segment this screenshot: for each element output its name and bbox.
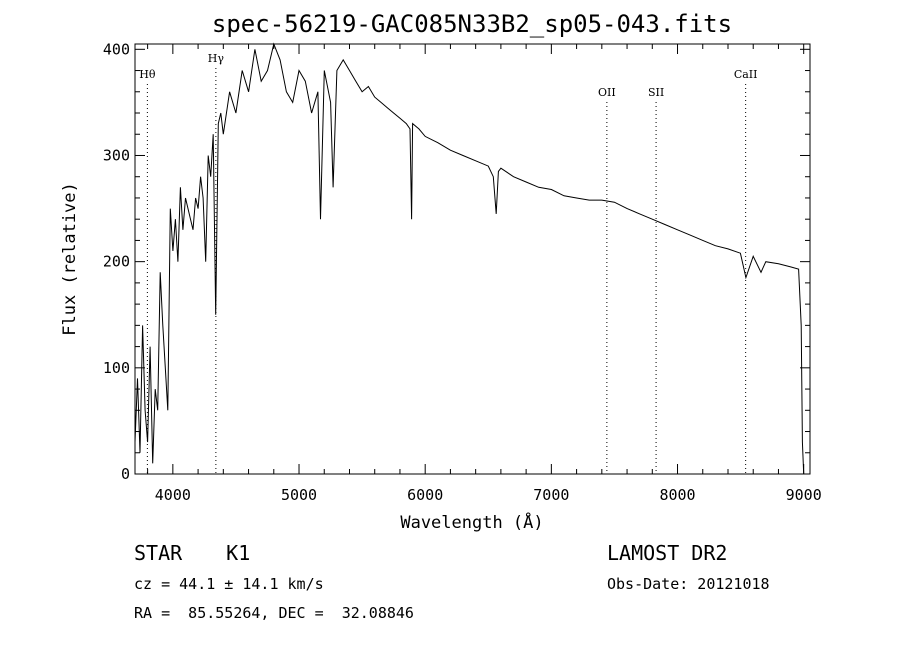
x-tick-label: 4000	[155, 486, 191, 504]
series-line	[134, 42, 805, 475]
redshift-text: cz = 44.1 ± 14.1 km/s	[134, 575, 324, 593]
object-class-text: STAR	[134, 541, 183, 565]
y-tick-label: 400	[103, 40, 130, 58]
line-marker-label: Hγ	[208, 52, 225, 65]
y-tick-label: 200	[103, 253, 130, 271]
y-tick-label: 100	[103, 359, 130, 377]
survey-label: LAMOST DR2	[607, 541, 728, 565]
y-axis-label: Flux (relative)	[60, 182, 80, 336]
x-tick-label: 9000	[786, 486, 822, 504]
line-marker-label: SII	[648, 86, 664, 99]
x-axis-label: Wavelength (Å)	[400, 511, 543, 533]
axes	[134, 43, 811, 475]
obs-date-text: Obs-Date: 20121018	[607, 575, 770, 593]
line-marker-label: Hθ	[139, 68, 156, 81]
object-class: STAR K1	[134, 541, 250, 565]
x-tick-label: 6000	[407, 486, 443, 504]
x-tick-label: 5000	[281, 486, 317, 504]
y-tick-label: 0	[121, 465, 130, 483]
line-marker-label: CaII	[734, 68, 758, 81]
plot-frame	[134, 43, 811, 475]
line-marker-label: OII	[598, 86, 616, 99]
y-tick-label: 300	[103, 146, 130, 164]
subclass-text: K1	[226, 541, 251, 565]
x-tick-label: 7000	[533, 486, 569, 504]
chart-title: spec-56219-GAC085N33B2_sp05-043.fits	[212, 10, 732, 38]
line-markers: Hθ Hγ OII SII CaII	[139, 52, 757, 474]
tick-labels: 4000 5000 6000 7000 8000 9000 0 100 200 300 400	[103, 40, 822, 504]
coordinates-text: RA = 85.55264, DEC = 32.08846	[134, 604, 414, 622]
x-tick-label: 8000	[659, 486, 695, 504]
